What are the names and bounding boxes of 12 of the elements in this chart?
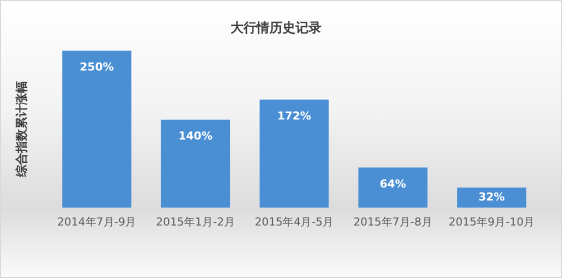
data-label: 172% — [277, 110, 312, 123]
x-tick-label: 2015年4月-5月 — [254, 215, 334, 228]
y-axis-title: 综合指数累计涨幅 — [14, 81, 28, 178]
x-tick-label: 2015年7月-8月 — [353, 215, 432, 228]
data-label: 32% — [478, 190, 505, 204]
x-tick-label: 2015年1月-2月 — [156, 215, 235, 228]
x-tick-label: 2015年9月-10月 — [448, 215, 535, 228]
x-tick-label: 2014年7月-9月 — [57, 215, 136, 228]
data-label: 64% — [380, 177, 406, 190]
data-label: 250% — [80, 60, 114, 74]
chart-title: 大行情历史记录 — [230, 21, 322, 36]
data-label: 140% — [178, 130, 212, 143]
